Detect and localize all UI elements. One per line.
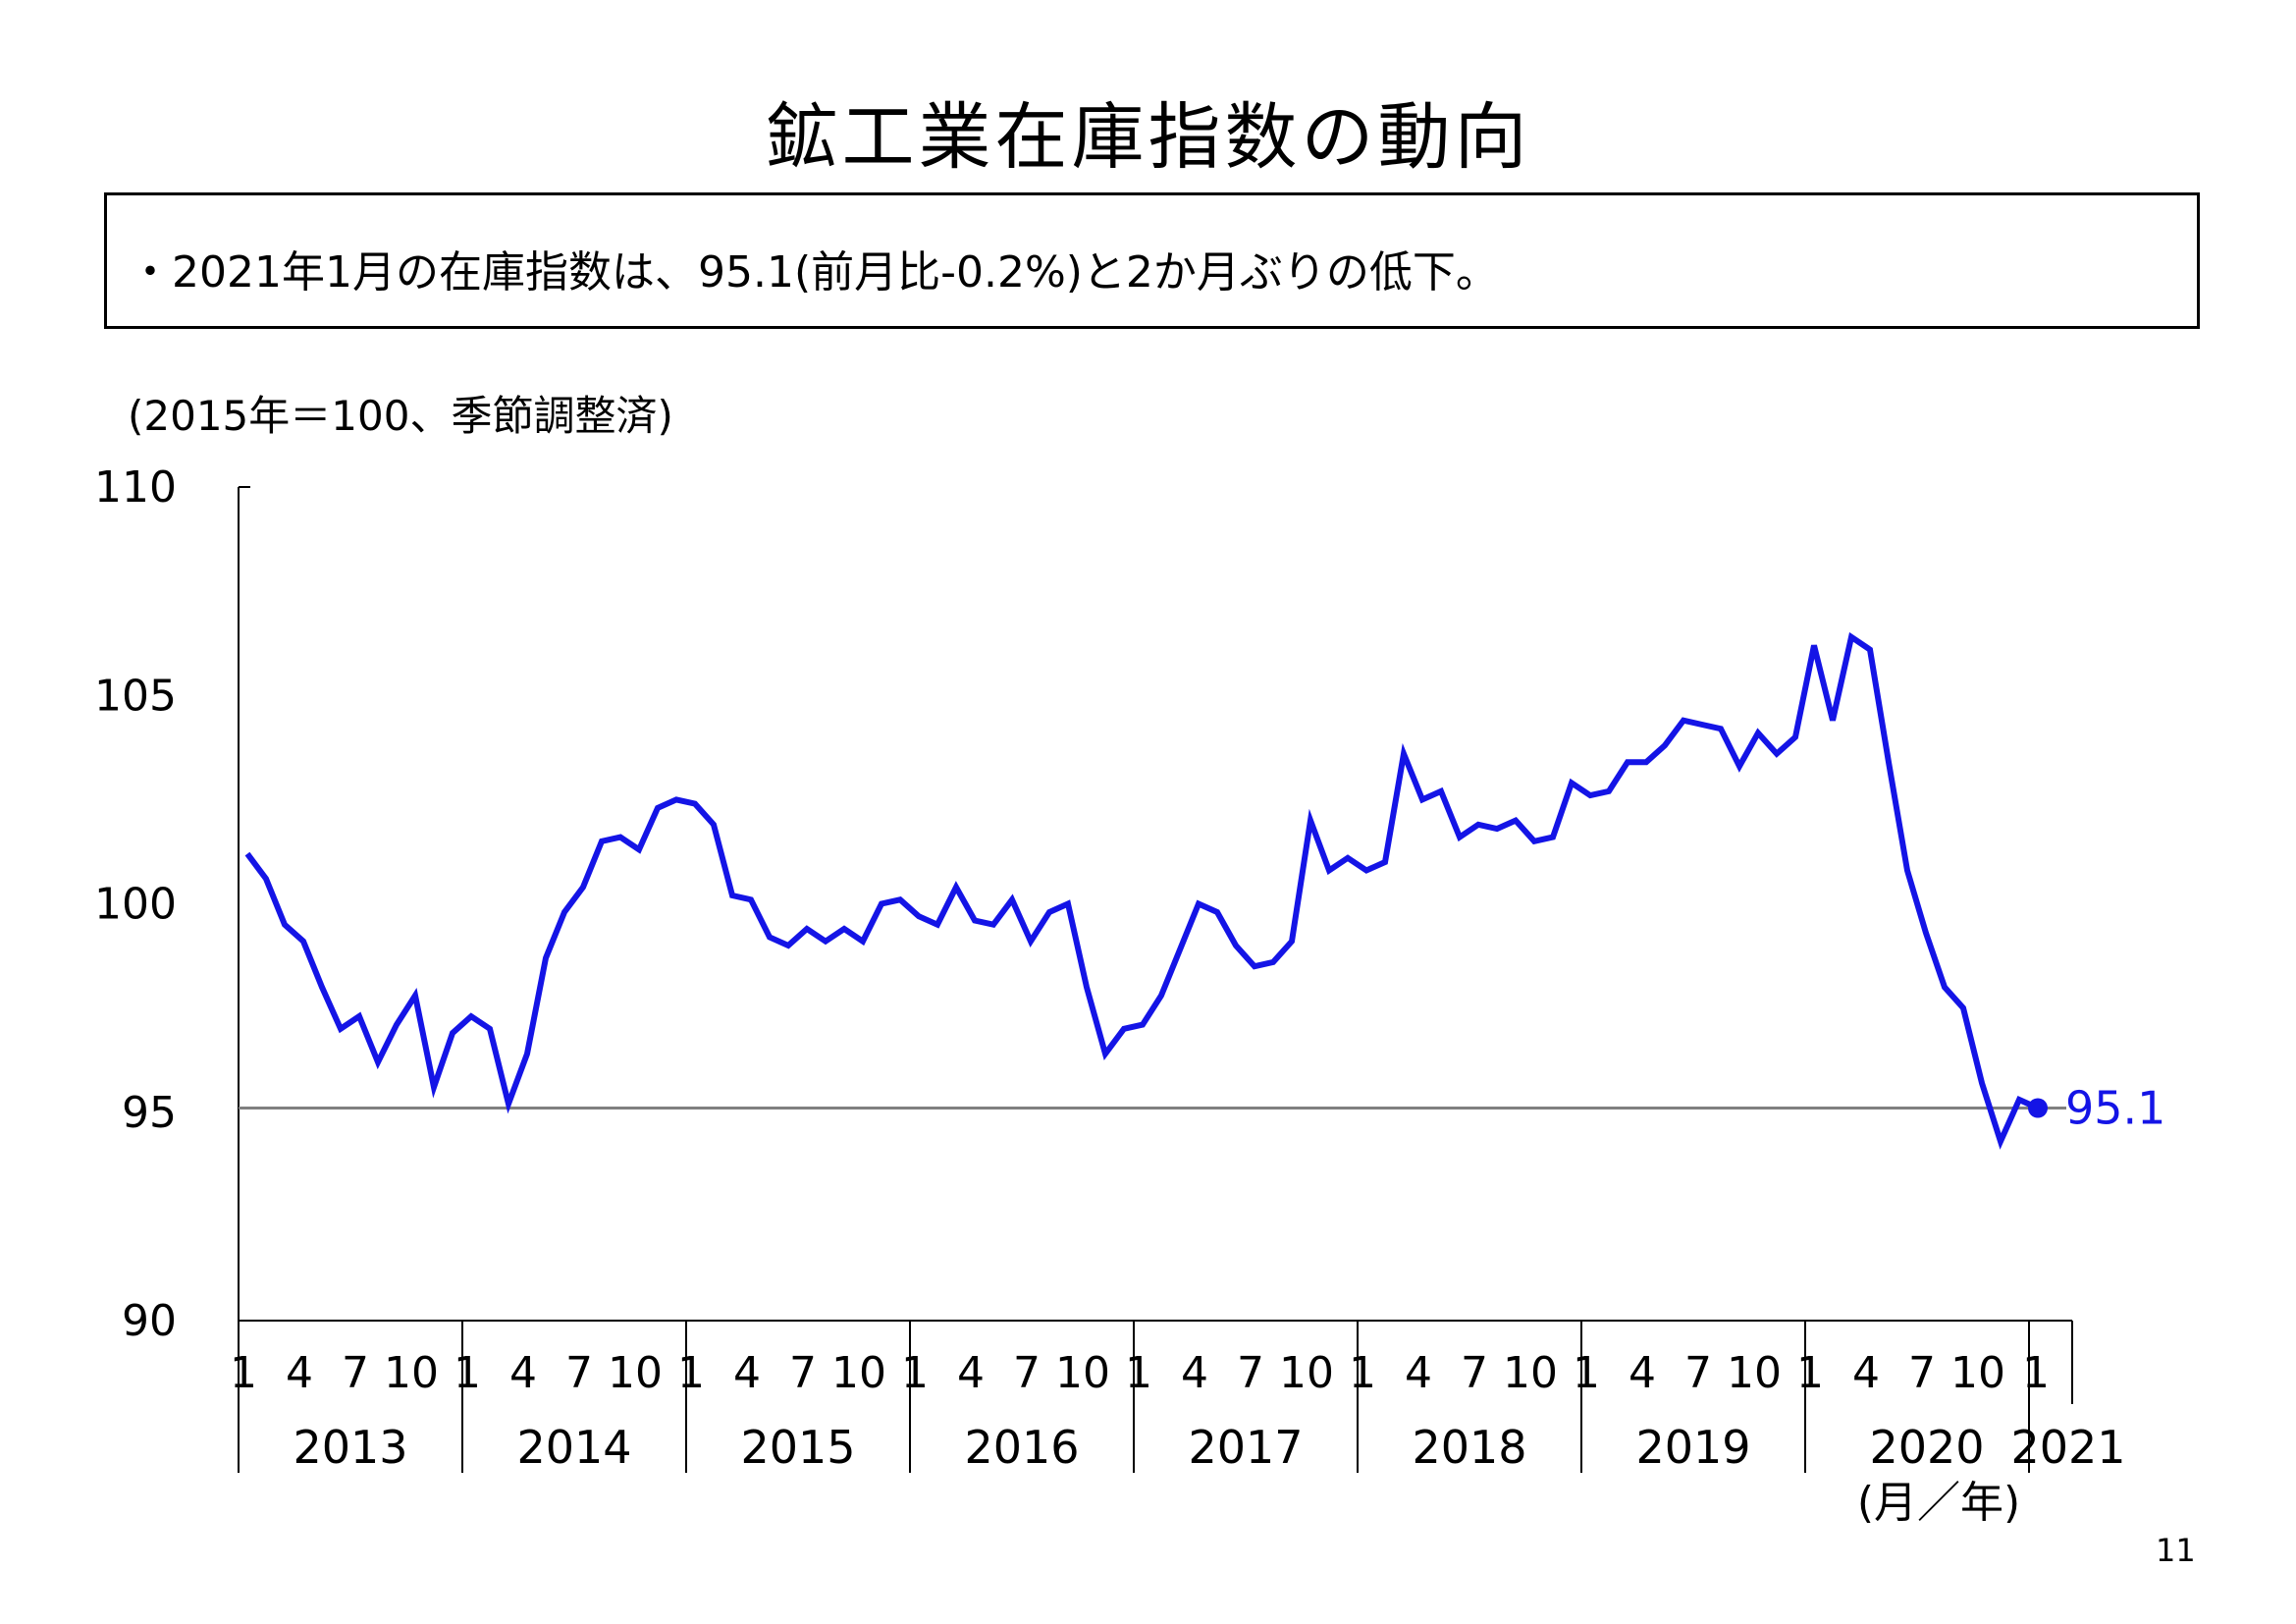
month-tick-label: 10 <box>608 1348 663 1398</box>
month-tick-label: 7 <box>1237 1348 1264 1398</box>
x-axis-label: (月／年) <box>1857 1478 2020 1528</box>
month-tick-label: 10 <box>1727 1348 1782 1398</box>
month-tick-label: 1 <box>1796 1348 1824 1398</box>
month-tick-label: 7 <box>565 1348 593 1398</box>
month-tick-label: 7 <box>1684 1348 1712 1398</box>
y-tick-label: 105 <box>94 671 177 721</box>
month-tick-label: 7 <box>789 1348 817 1398</box>
month-tick-label: 10 <box>1055 1348 1110 1398</box>
month-tick-label: 10 <box>831 1348 886 1398</box>
month-tick-label: 1 <box>677 1348 705 1398</box>
month-tick-label: 1 <box>1349 1348 1376 1398</box>
page-title: 鉱工業在庫指数の動向 <box>765 95 1531 180</box>
y-tick-label: 95 <box>122 1088 177 1138</box>
year-label: 2020 <box>1869 1421 1984 1474</box>
month-tick-label: 4 <box>1852 1348 1880 1398</box>
summary-text: ・2021年1月の在庫指数は、95.1(前月比-0.2%)と2か月ぶりの低下。 <box>129 247 1499 298</box>
year-label: 2019 <box>1635 1421 1750 1474</box>
month-tick-label: 10 <box>1950 1348 2005 1398</box>
month-tick-label: 4 <box>1629 1348 1656 1398</box>
year-label: 2015 <box>740 1421 855 1474</box>
last-point-marker <box>2028 1098 2048 1118</box>
month-tick-label: 4 <box>957 1348 985 1398</box>
unit-label: (2015年＝100、季節調整済) <box>128 392 673 440</box>
summary-box: ・2021年1月の在庫指数は、95.1(前月比-0.2%)と2か月ぶりの低下。 <box>104 192 2200 329</box>
month-tick-label: 4 <box>509 1348 537 1398</box>
month-tick-label: 10 <box>1503 1348 1558 1398</box>
month-tick-label: 7 <box>342 1348 369 1398</box>
y-tick-label: 90 <box>122 1296 177 1346</box>
page-number: 11 <box>2156 1532 2196 1569</box>
year-label: 2016 <box>964 1421 1079 1474</box>
last-value-label: 95.1 <box>2065 1082 2165 1135</box>
year-label: 2014 <box>516 1421 631 1474</box>
y-tick-label: 100 <box>94 880 177 930</box>
year-label: 2013 <box>293 1421 407 1474</box>
month-tick-label: 1 <box>454 1348 481 1398</box>
month-tick-label-final: 1 <box>2022 1348 2050 1398</box>
year-label: 2017 <box>1188 1421 1303 1474</box>
year-label: 2021 <box>2010 1421 2125 1474</box>
month-tick-label: 1 <box>901 1348 929 1398</box>
year-label: 2018 <box>1412 1421 1526 1474</box>
month-tick-label: 10 <box>1279 1348 1334 1398</box>
month-tick-label: 10 <box>384 1348 439 1398</box>
month-tick-label: 7 <box>1461 1348 1488 1398</box>
series-line <box>244 631 2040 1150</box>
month-tick-label: 4 <box>1181 1348 1208 1398</box>
month-tick-label: 1 <box>230 1348 257 1398</box>
month-tick-label: 7 <box>1013 1348 1041 1398</box>
month-tick-label: 1 <box>1125 1348 1152 1398</box>
month-tick-label: 1 <box>1573 1348 1600 1398</box>
month-tick-label: 4 <box>1405 1348 1432 1398</box>
month-tick-label: 7 <box>1908 1348 1936 1398</box>
month-tick-label: 4 <box>733 1348 761 1398</box>
y-tick-label: 110 <box>94 462 177 513</box>
month-tick-label: 4 <box>286 1348 313 1398</box>
